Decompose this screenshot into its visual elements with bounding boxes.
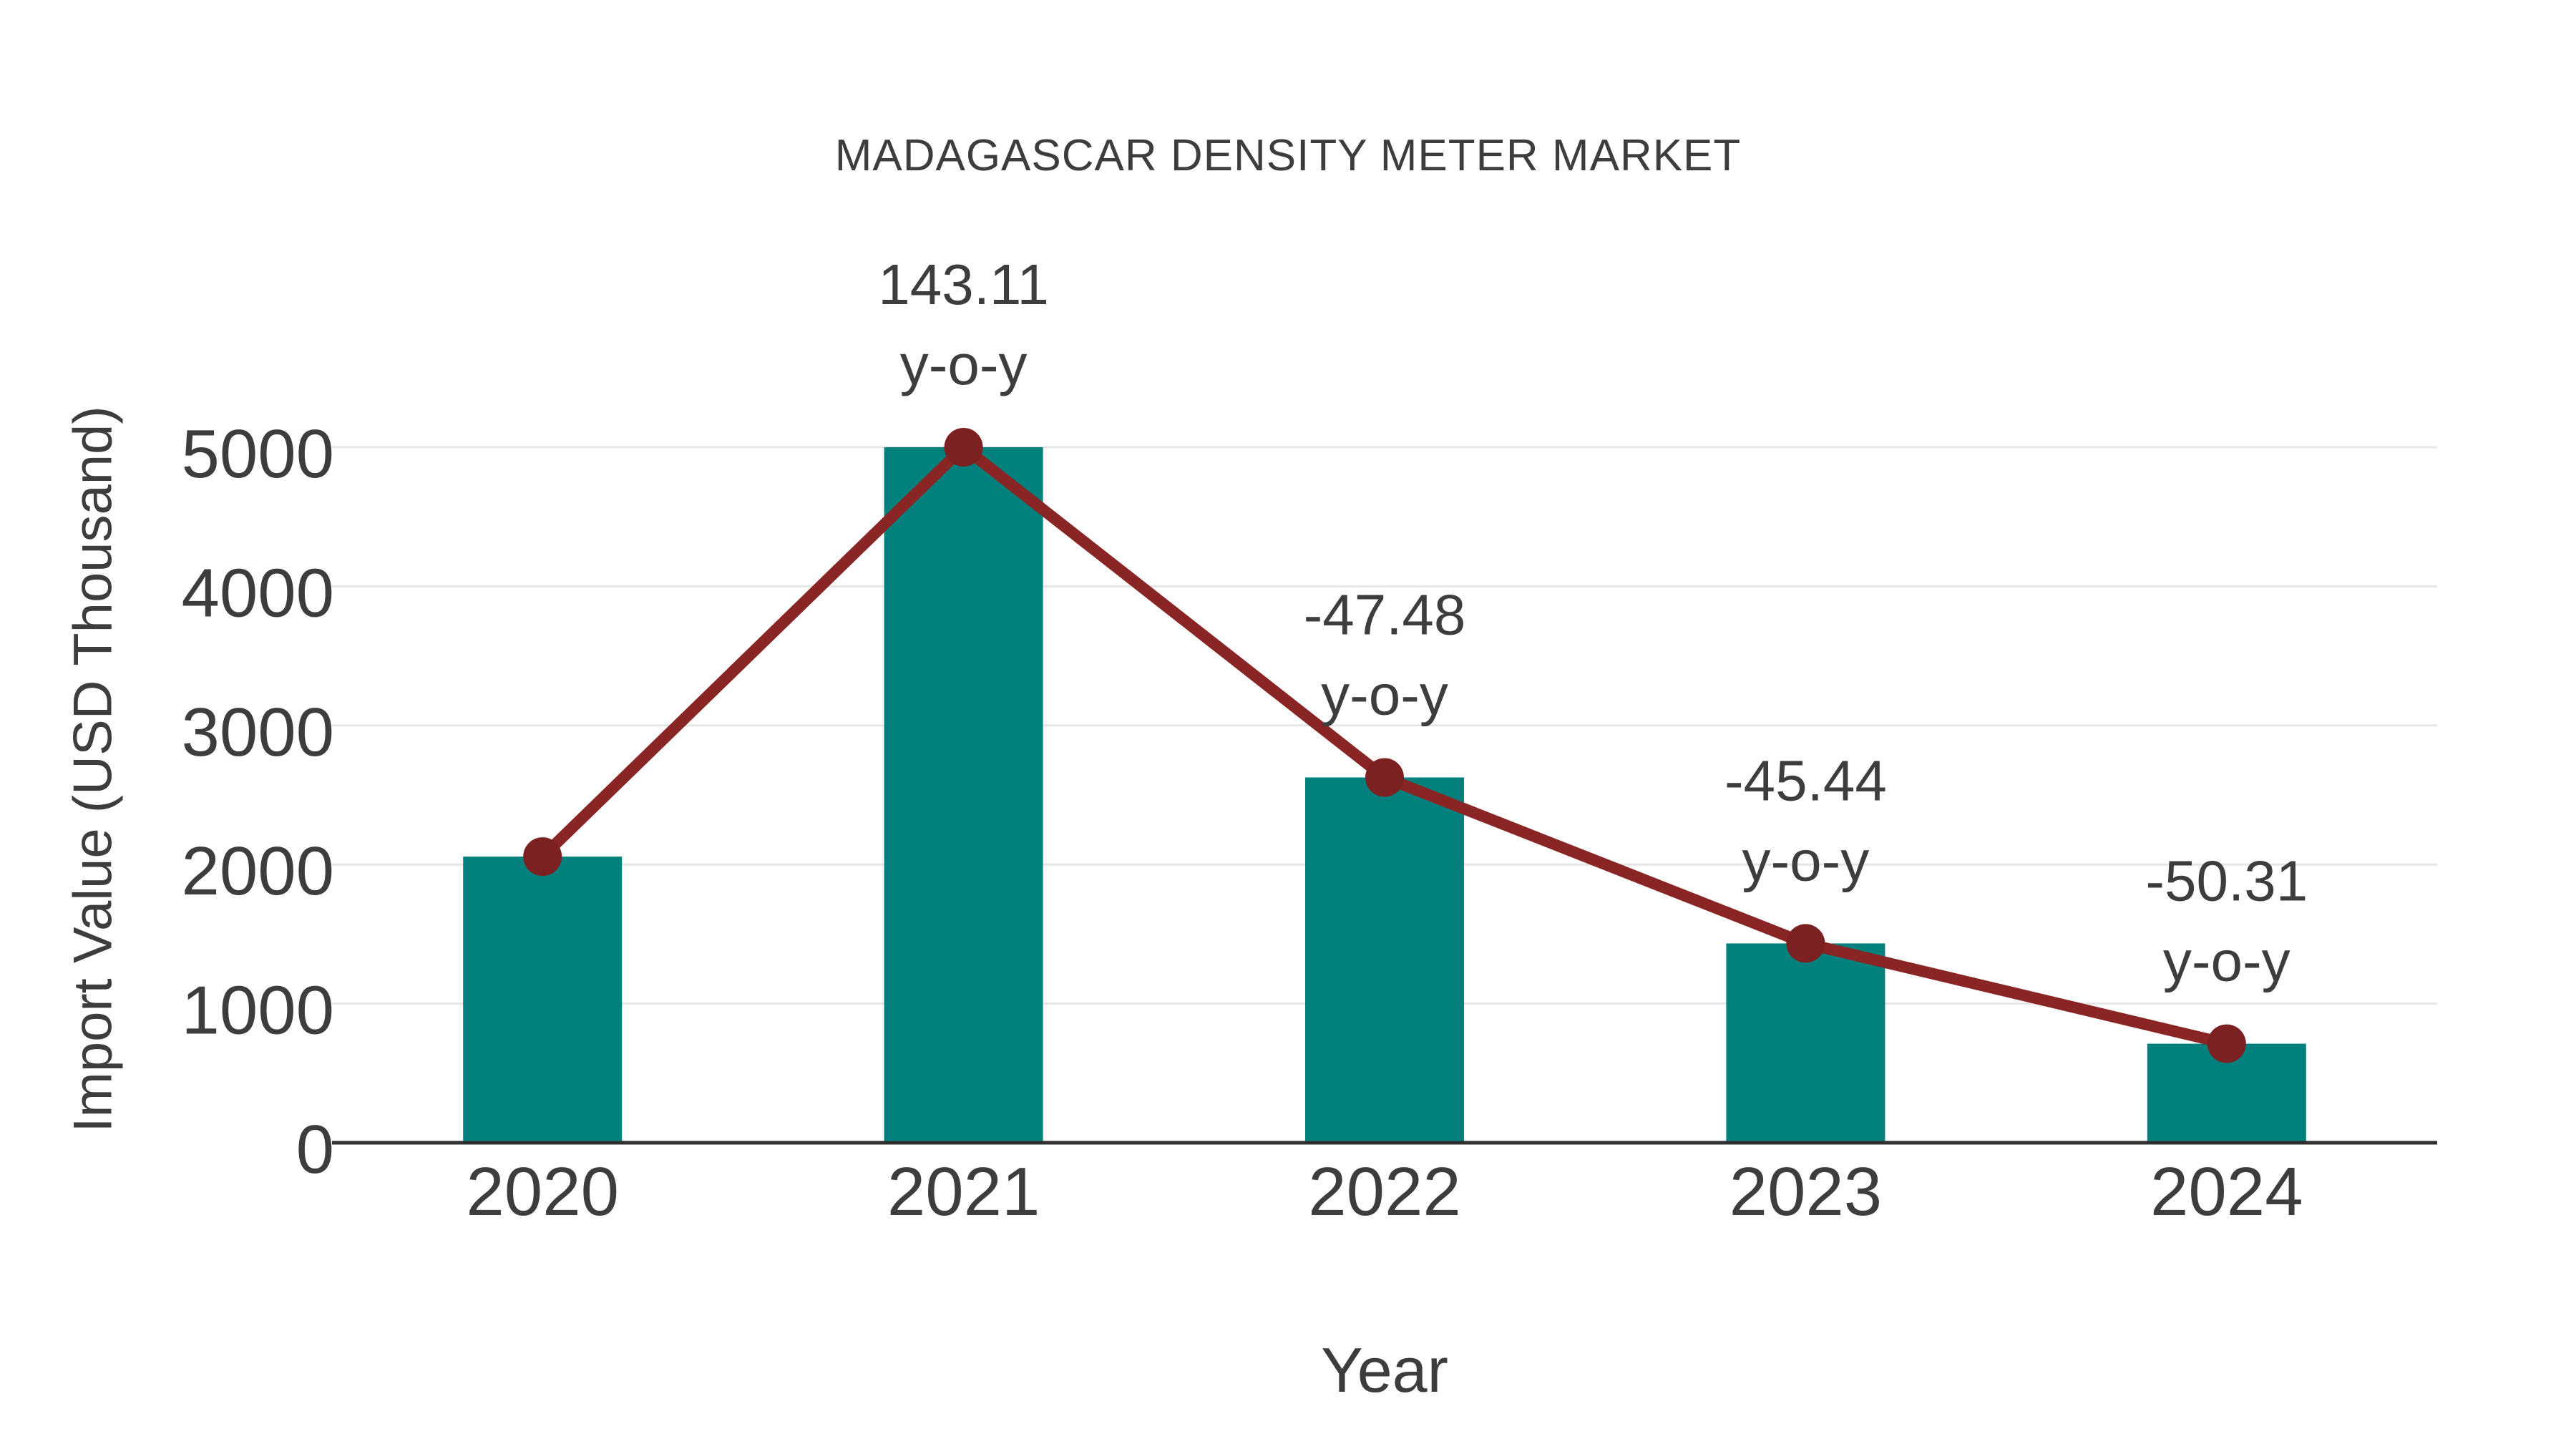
yoy-value-label-2023: -45.44 — [1724, 748, 1887, 812]
bar-2020 — [463, 857, 623, 1143]
yoy-suffix-label-2023: y-o-y — [1742, 829, 1870, 892]
marker-2024 — [2207, 1024, 2246, 1063]
x-tick-label-2023: 2023 — [1729, 1153, 1883, 1230]
y-tick-label-3000: 3000 — [181, 694, 334, 771]
marker-2020 — [523, 837, 562, 877]
x-tick-label-2021: 2021 — [887, 1153, 1040, 1230]
x-tick-label-2024: 2024 — [2150, 1153, 2303, 1230]
yoy-value-label-2024: -50.31 — [2145, 849, 2308, 913]
yoy-value-label-2021: 143.11 — [878, 253, 1049, 316]
yoy-suffix-label-2022: y-o-y — [1321, 663, 1448, 727]
y-tick-label-5000: 5000 — [181, 416, 334, 492]
bar-2021 — [884, 447, 1043, 1143]
y-tick-label-1000: 1000 — [181, 972, 334, 1049]
yoy-suffix-label-2024: y-o-y — [2163, 930, 2290, 993]
x-axis-title: Year — [1321, 1335, 1448, 1405]
bar-2022 — [1305, 777, 1464, 1143]
chart-title: MADAGASCAR DENSITY METER MARKET — [834, 131, 1742, 180]
marker-2023 — [1786, 924, 1825, 963]
x-tick-label-2022: 2022 — [1308, 1153, 1461, 1230]
y-tick-label-2000: 2000 — [181, 833, 334, 909]
y-tick-label-4000: 4000 — [181, 555, 334, 631]
yoy-value-label-2022: -47.48 — [1304, 583, 1466, 647]
yoy-suffix-label-2021: y-o-y — [900, 333, 1028, 396]
bar-2023 — [1726, 943, 1885, 1143]
y-tick-label-0: 0 — [296, 1111, 334, 1188]
marker-2022 — [1365, 758, 1404, 797]
marker-2021 — [944, 428, 983, 467]
x-tick-label-2020: 2020 — [466, 1153, 619, 1230]
